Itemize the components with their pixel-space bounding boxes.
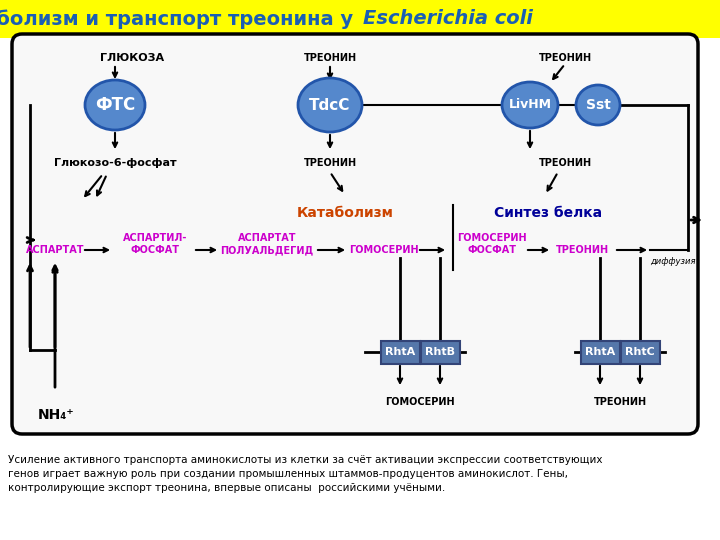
Text: NH₄⁺: NH₄⁺ xyxy=(38,408,75,422)
Text: АСПАРТИЛ-
ФОСФАТ: АСПАРТИЛ- ФОСФАТ xyxy=(123,233,187,255)
Text: ГОМОСЕРИН: ГОМОСЕРИН xyxy=(349,245,419,255)
Bar xyxy=(0,0,720,38)
Ellipse shape xyxy=(298,78,362,132)
Text: Синтез белка: Синтез белка xyxy=(494,206,602,220)
Text: Sst: Sst xyxy=(585,98,611,112)
Text: LivHM: LivHM xyxy=(508,98,552,111)
Text: ТРЕОНИН: ТРЕОНИН xyxy=(539,158,592,168)
Text: ТРЕОНИН: ТРЕОНИН xyxy=(555,245,608,255)
Ellipse shape xyxy=(502,82,558,128)
Text: ТРЕОНИН: ТРЕОНИН xyxy=(593,397,647,407)
Text: ФТС: ФТС xyxy=(95,96,135,114)
Text: АСПАРТАТ: АСПАРТАТ xyxy=(26,245,84,255)
Text: Метаболизм и транспорт треонина у: Метаболизм и транспорт треонина у xyxy=(0,9,360,29)
Text: ГЛЮКОЗА: ГЛЮКОЗА xyxy=(100,53,164,63)
Text: RhtC: RhtC xyxy=(625,347,655,357)
Text: Катаболизм: Катаболизм xyxy=(297,206,393,220)
Text: ТРЕОНИН: ТРЕОНИН xyxy=(539,53,592,63)
Text: ТРЕОНИН: ТРЕОНИН xyxy=(303,158,356,168)
Text: Escherichia coli: Escherichia coli xyxy=(363,10,533,29)
Text: RhtB: RhtB xyxy=(425,347,455,357)
FancyBboxPatch shape xyxy=(12,34,698,434)
FancyBboxPatch shape xyxy=(580,341,619,363)
Text: ГОМОСЕРИН: ГОМОСЕРИН xyxy=(385,397,455,407)
Text: Глюкозо-6-фосфат: Глюкозо-6-фосфат xyxy=(54,158,176,168)
Text: ТРЕОНИН: ТРЕОНИН xyxy=(303,53,356,63)
Ellipse shape xyxy=(85,80,145,130)
Text: АСПАРТАТ
ПОЛУАЛЬДЕГИД: АСПАРТАТ ПОЛУАЛЬДЕГИД xyxy=(220,233,314,255)
Text: диффузия: диффузия xyxy=(650,258,696,267)
Text: Усиление активного транспорта аминокислоты из клетки за счёт активации экспресси: Усиление активного транспорта аминокисло… xyxy=(8,455,603,493)
Ellipse shape xyxy=(576,85,620,125)
Text: ГОМОСЕРИН
ФОСФАТ: ГОМОСЕРИН ФОСФАТ xyxy=(457,233,527,255)
FancyBboxPatch shape xyxy=(380,341,420,363)
Text: RhtA: RhtA xyxy=(385,347,415,357)
FancyBboxPatch shape xyxy=(621,341,660,363)
Text: RhtA: RhtA xyxy=(585,347,615,357)
Text: TdcC: TdcC xyxy=(310,98,351,112)
FancyBboxPatch shape xyxy=(420,341,459,363)
